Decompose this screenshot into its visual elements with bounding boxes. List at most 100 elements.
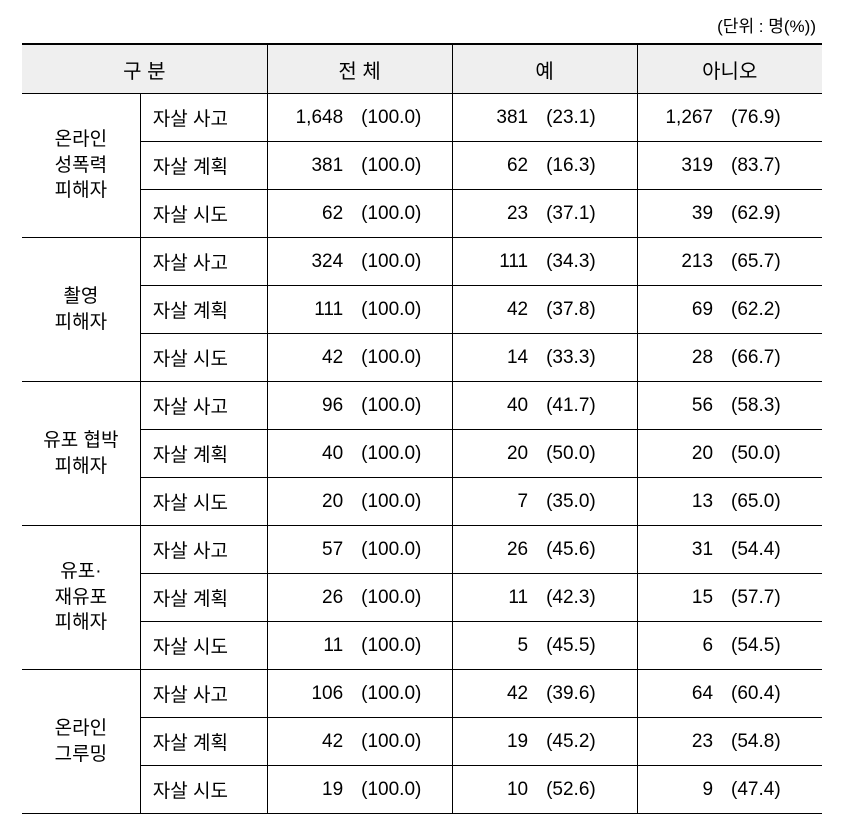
yes-pct: (45.5) — [538, 622, 637, 670]
no-n: 31 — [637, 526, 723, 574]
subrow-label: 자살 시도 — [140, 334, 267, 382]
table-row: 온라인성폭력피해자자살 사고1,648(100.0)381(23.1)1,267… — [22, 94, 822, 142]
no-pct: (54.5) — [723, 622, 822, 670]
table-row: 자살 시도62(100.0)23(37.1)39(62.9) — [22, 190, 822, 238]
total-n: 62 — [267, 190, 353, 238]
table-row: 자살 계획111(100.0)42(37.8)69(62.2) — [22, 286, 822, 334]
subrow-label: 자살 사고 — [140, 382, 267, 430]
total-pct: (100.0) — [353, 670, 452, 718]
no-n: 28 — [637, 334, 723, 382]
no-pct: (58.3) — [723, 382, 822, 430]
no-pct: (83.7) — [723, 142, 822, 190]
no-pct: (50.0) — [723, 430, 822, 478]
no-n: 15 — [637, 574, 723, 622]
yes-n: 5 — [452, 622, 538, 670]
yes-pct: (35.0) — [538, 478, 637, 526]
table-row: 온라인그루밍자살 사고106(100.0)42(39.6)64(60.4) — [22, 670, 822, 718]
total-pct: (100.0) — [353, 286, 452, 334]
total-pct: (100.0) — [353, 190, 452, 238]
yes-pct: (45.6) — [538, 526, 637, 574]
total-n: 40 — [267, 430, 353, 478]
total-n: 20 — [267, 478, 353, 526]
table-row: 자살 시도42(100.0)14(33.3)28(66.7) — [22, 334, 822, 382]
total-pct: (100.0) — [353, 142, 452, 190]
total-n: 106 — [267, 670, 353, 718]
category-cell: 유포·재유포피해자 — [22, 526, 140, 670]
table-row: 자살 계획381(100.0)62(16.3)319(83.7) — [22, 142, 822, 190]
no-pct: (57.7) — [723, 574, 822, 622]
yes-pct: (39.6) — [538, 670, 637, 718]
subrow-label: 자살 시도 — [140, 478, 267, 526]
yes-n: 42 — [452, 670, 538, 718]
table-row: 유포·재유포피해자자살 사고57(100.0)26(45.6)31(54.4) — [22, 526, 822, 574]
no-n: 69 — [637, 286, 723, 334]
total-n: 11 — [267, 622, 353, 670]
yes-n: 20 — [452, 430, 538, 478]
total-pct: (100.0) — [353, 334, 452, 382]
total-n: 42 — [267, 718, 353, 766]
table-row: 자살 계획42(100.0)19(45.2)23(54.8) — [22, 718, 822, 766]
total-pct: (100.0) — [353, 382, 452, 430]
no-pct: (66.7) — [723, 334, 822, 382]
no-n: 23 — [637, 718, 723, 766]
no-n: 39 — [637, 190, 723, 238]
yes-pct: (37.1) — [538, 190, 637, 238]
yes-n: 111 — [452, 238, 538, 286]
yes-n: 381 — [452, 94, 538, 142]
header-no: 아니오 — [637, 44, 822, 94]
category-cell: 유포 협박피해자 — [22, 382, 140, 526]
no-pct: (54.8) — [723, 718, 822, 766]
yes-n: 42 — [452, 286, 538, 334]
total-pct: (100.0) — [353, 574, 452, 622]
total-pct: (100.0) — [353, 94, 452, 142]
no-n: 20 — [637, 430, 723, 478]
no-n: 1,267 — [637, 94, 723, 142]
yes-n: 40 — [452, 382, 538, 430]
no-n: 6 — [637, 622, 723, 670]
no-pct: (62.9) — [723, 190, 822, 238]
yes-n: 23 — [452, 190, 538, 238]
no-pct: (60.4) — [723, 670, 822, 718]
yes-pct: (37.8) — [538, 286, 637, 334]
yes-n: 10 — [452, 766, 538, 814]
yes-n: 11 — [452, 574, 538, 622]
yes-pct: (45.2) — [538, 718, 637, 766]
yes-pct: (16.3) — [538, 142, 637, 190]
total-pct: (100.0) — [353, 430, 452, 478]
subrow-label: 자살 사고 — [140, 670, 267, 718]
total-n: 96 — [267, 382, 353, 430]
no-pct: (76.9) — [723, 94, 822, 142]
no-pct: (65.0) — [723, 478, 822, 526]
table-row: 자살 계획26(100.0)11(42.3)15(57.7) — [22, 574, 822, 622]
total-n: 19 — [267, 766, 353, 814]
subrow-label: 자살 시도 — [140, 622, 267, 670]
subrow-label: 자살 시도 — [140, 190, 267, 238]
yes-n: 26 — [452, 526, 538, 574]
subrow-label: 자살 계획 — [140, 574, 267, 622]
yes-pct: (52.6) — [538, 766, 637, 814]
yes-pct: (34.3) — [538, 238, 637, 286]
no-n: 213 — [637, 238, 723, 286]
yes-pct: (33.3) — [538, 334, 637, 382]
category-cell: 온라인그루밍 — [22, 670, 140, 814]
no-pct: (62.2) — [723, 286, 822, 334]
subrow-label: 자살 시도 — [140, 766, 267, 814]
no-pct: (54.4) — [723, 526, 822, 574]
total-pct: (100.0) — [353, 718, 452, 766]
table-row: 촬영피해자자살 사고324(100.0)111(34.3)213(65.7) — [22, 238, 822, 286]
total-n: 42 — [267, 334, 353, 382]
yes-n: 7 — [452, 478, 538, 526]
subrow-label: 자살 계획 — [140, 142, 267, 190]
header-row: 구 분 전 체 예 아니오 — [22, 44, 822, 94]
yes-pct: (23.1) — [538, 94, 637, 142]
subrow-label: 자살 사고 — [140, 94, 267, 142]
unit-label: (단위 : 명(%)) — [22, 12, 816, 37]
data-table: 구 분 전 체 예 아니오 온라인성폭력피해자자살 사고1,648(100.0)… — [22, 43, 822, 814]
total-pct: (100.0) — [353, 526, 452, 574]
no-n: 64 — [637, 670, 723, 718]
yes-pct: (50.0) — [538, 430, 637, 478]
no-n: 56 — [637, 382, 723, 430]
no-n: 9 — [637, 766, 723, 814]
total-pct: (100.0) — [353, 622, 452, 670]
subrow-label: 자살 계획 — [140, 286, 267, 334]
